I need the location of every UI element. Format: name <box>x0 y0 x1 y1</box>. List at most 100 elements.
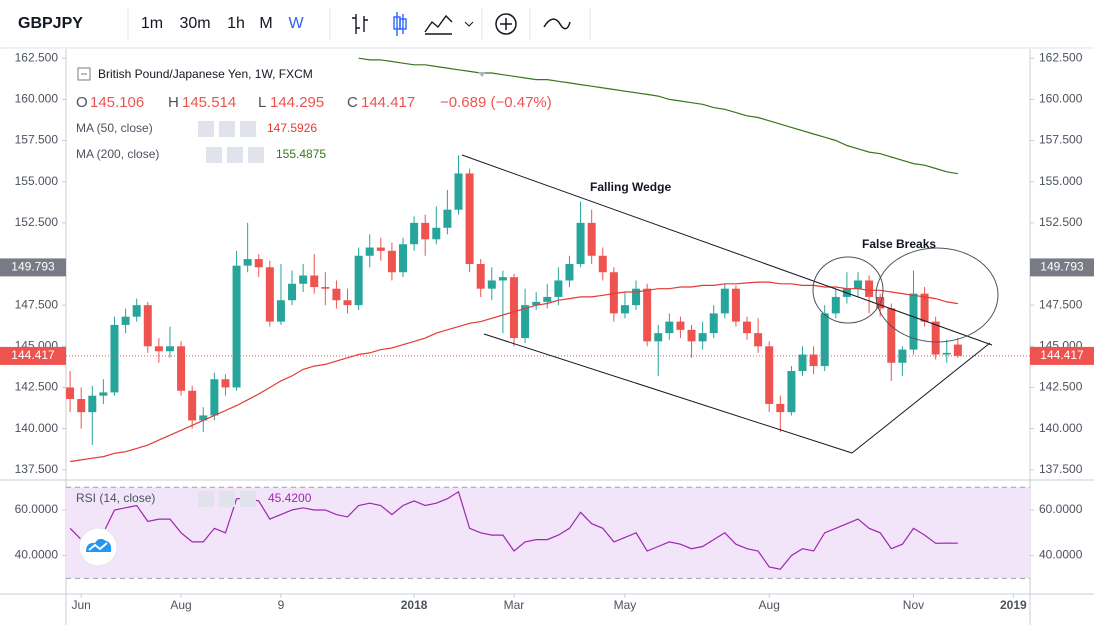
y-tick-label: 140.000 <box>1039 421 1083 435</box>
candle-body <box>188 390 197 421</box>
x-tick-label: 2018 <box>401 598 428 612</box>
chart-title: British Pound/Japanese Yen, 1W, FXCM <box>98 67 313 81</box>
candle-body <box>265 267 274 322</box>
candle-body <box>765 346 774 404</box>
moving-average <box>358 57 959 175</box>
y-tick-label: 155.000 <box>1039 174 1083 188</box>
ma200-controls[interactable] <box>206 147 264 163</box>
interval-button[interactable]: 30m <box>179 15 210 32</box>
candle-body <box>776 403 785 413</box>
toolbar <box>0 0 1094 48</box>
candle-body <box>321 287 330 289</box>
y-tick-label: 142.500 <box>15 380 59 394</box>
candle-body <box>665 321 674 334</box>
candle-body <box>654 333 663 342</box>
candle-body <box>432 227 441 240</box>
interval-button[interactable]: W <box>288 15 304 32</box>
y-tick-label: 147.500 <box>15 297 59 311</box>
y-tick-label: 147.500 <box>1039 297 1083 311</box>
x-tick-label: 9 <box>278 598 285 612</box>
candle-style-icon[interactable] <box>393 12 407 36</box>
interval-button[interactable]: 1m <box>141 15 163 32</box>
wedge-upper-line <box>461 154 993 346</box>
y-tick-label: 162.500 <box>15 50 59 64</box>
candle-body <box>154 346 163 352</box>
candle-body <box>920 293 929 322</box>
rsi-tick-label: 60.0000 <box>15 502 59 516</box>
style-dropdown[interactable] <box>464 21 474 27</box>
candle-body <box>99 392 108 396</box>
annotation: False Breaks <box>862 237 936 251</box>
interval-button[interactable]: 1h <box>227 15 245 32</box>
candle-body <box>221 379 230 388</box>
price-change: −0.689 (−0.47%) <box>440 94 552 111</box>
price-marker-tag <box>0 258 66 277</box>
candle-body <box>387 250 396 273</box>
wedge-close-line <box>851 342 991 454</box>
y-tick-label: 137.500 <box>15 462 59 476</box>
candle-body <box>288 283 297 301</box>
wedge-lower-line <box>483 333 853 454</box>
y-tick-label: 157.500 <box>15 133 59 147</box>
candle-body <box>643 288 652 342</box>
candle-body <box>299 275 308 284</box>
title-dropdown[interactable] <box>478 72 486 77</box>
candle-body <box>476 264 485 289</box>
rsi-controls[interactable] <box>198 491 256 507</box>
candle-body <box>676 321 685 330</box>
x-tick-label: Aug <box>170 598 191 612</box>
x-tick-label: Jun <box>72 598 91 612</box>
bar-style-icon[interactable] <box>352 14 368 34</box>
candle-body <box>953 344 962 356</box>
x-tick-label: Aug <box>759 598 780 612</box>
symbol[interactable]: GBPJPY <box>18 15 83 32</box>
y-tick-label: 140.000 <box>15 421 59 435</box>
rsi-pane: 40.0000 40.0000 60.0000 60.0000 <box>15 486 1083 579</box>
candle-body <box>698 333 707 342</box>
y-tick-label: 142.500 <box>1039 380 1083 394</box>
y-tick-label: 155.000 <box>15 174 59 188</box>
candle-body <box>88 395 97 413</box>
collapse-icon[interactable] <box>77 67 91 81</box>
candle-body <box>354 255 363 306</box>
candle-body <box>177 346 186 391</box>
candle-body <box>598 255 607 273</box>
candle-body <box>465 173 474 264</box>
candle-body <box>720 288 729 314</box>
candle-body <box>487 280 496 289</box>
compare-button[interactable] <box>495 13 517 35</box>
candle-body <box>332 288 341 301</box>
candle-body <box>576 222 585 264</box>
candle-body <box>310 275 319 288</box>
candle-body <box>942 352 951 355</box>
y-tick-label: 160.000 <box>15 92 59 106</box>
candle-body <box>620 305 629 314</box>
price-marker-label: 149.793 <box>11 260 55 274</box>
candle-body <box>853 280 862 289</box>
price-layer: 137.500 137.500 140.000 140.000 142.500 142.5… <box>0 50 1094 612</box>
interval-button[interactable]: M <box>259 15 272 32</box>
candle-body <box>543 296 552 302</box>
ohlc-letter: C <box>347 94 358 111</box>
ma50-controls[interactable] <box>198 121 256 137</box>
candle-body <box>66 387 75 399</box>
ohlc-value: 145.514 <box>182 94 236 111</box>
rsi-tick-label: 40.0000 <box>15 548 59 562</box>
candle-body <box>410 222 419 245</box>
ohlc-value: 145.106 <box>90 94 144 111</box>
candle-body <box>554 280 563 297</box>
candle-body <box>365 247 374 256</box>
candle-body <box>509 277 518 339</box>
candle-body <box>110 324 119 393</box>
candle-body <box>898 349 907 363</box>
candle-body <box>731 288 740 322</box>
false-break-circle <box>812 256 884 324</box>
area-style-icon[interactable] <box>424 14 453 35</box>
candle-body <box>609 272 618 314</box>
candle-body <box>399 244 408 273</box>
candle-body <box>909 293 918 350</box>
indicators-button[interactable] <box>543 18 571 30</box>
ohlc-letter: H <box>168 94 179 111</box>
rsi-value: 45.4200 <box>268 491 312 505</box>
